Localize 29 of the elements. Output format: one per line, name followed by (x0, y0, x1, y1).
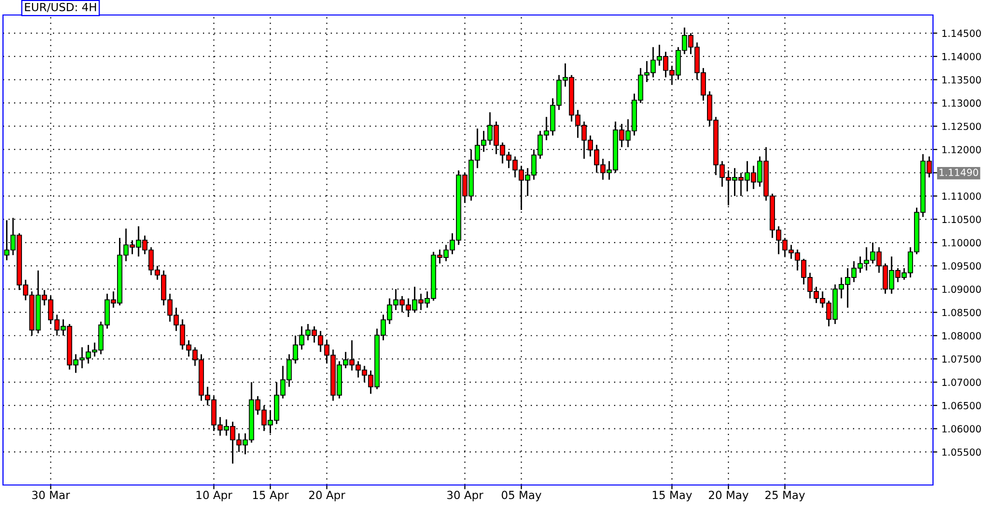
y-tick-label: 1.11000 (942, 192, 981, 200)
x-tick-label: 25 May (765, 490, 805, 502)
x-tick-label: 30 Apr (447, 490, 484, 502)
y-tick-label: 1.07000 (942, 378, 981, 386)
x-tick-label: 10 Apr (196, 490, 232, 502)
y-tick-label: 1.06000 (942, 425, 981, 433)
y-tick-label: 1.08500 (942, 308, 981, 316)
y-tick-label: 1.12000 (942, 146, 981, 154)
x-tick-label: 15 Apr (253, 490, 289, 502)
x-tick-label: 20 May (708, 490, 748, 502)
y-tick-label: 1.05500 (942, 448, 981, 456)
y-tick-label: 1.09000 (942, 286, 981, 293)
y-tick-label: 1.09500 (942, 262, 981, 270)
y-tick-label: 1.10000 (942, 239, 981, 246)
x-tick-label: 15 May (652, 490, 692, 502)
x-tick-label: 20 Apr (309, 490, 346, 502)
x-tick-label: 30 Mar (32, 490, 70, 500)
y-tick-label: 1.14500 (942, 30, 981, 37)
y-tick-label: 1.12500 (942, 122, 981, 130)
chart-title: EUR/USD: 4H (25, 2, 96, 12)
text: 1.11490 (940, 168, 978, 176)
y-tick-label: 1.07500 (942, 355, 981, 363)
y-tick-label: 1.06500 (942, 402, 981, 410)
y-tick-label: 1.13500 (942, 76, 981, 84)
y-tick-label: 1.14000 (942, 52, 981, 60)
x-tick-label: 05 May (502, 490, 542, 502)
y-tick-label: 1.10500 (942, 216, 981, 224)
y-tick-label: 1.08000 (942, 332, 981, 340)
y-tick-label: 1.13000 (942, 99, 981, 107)
